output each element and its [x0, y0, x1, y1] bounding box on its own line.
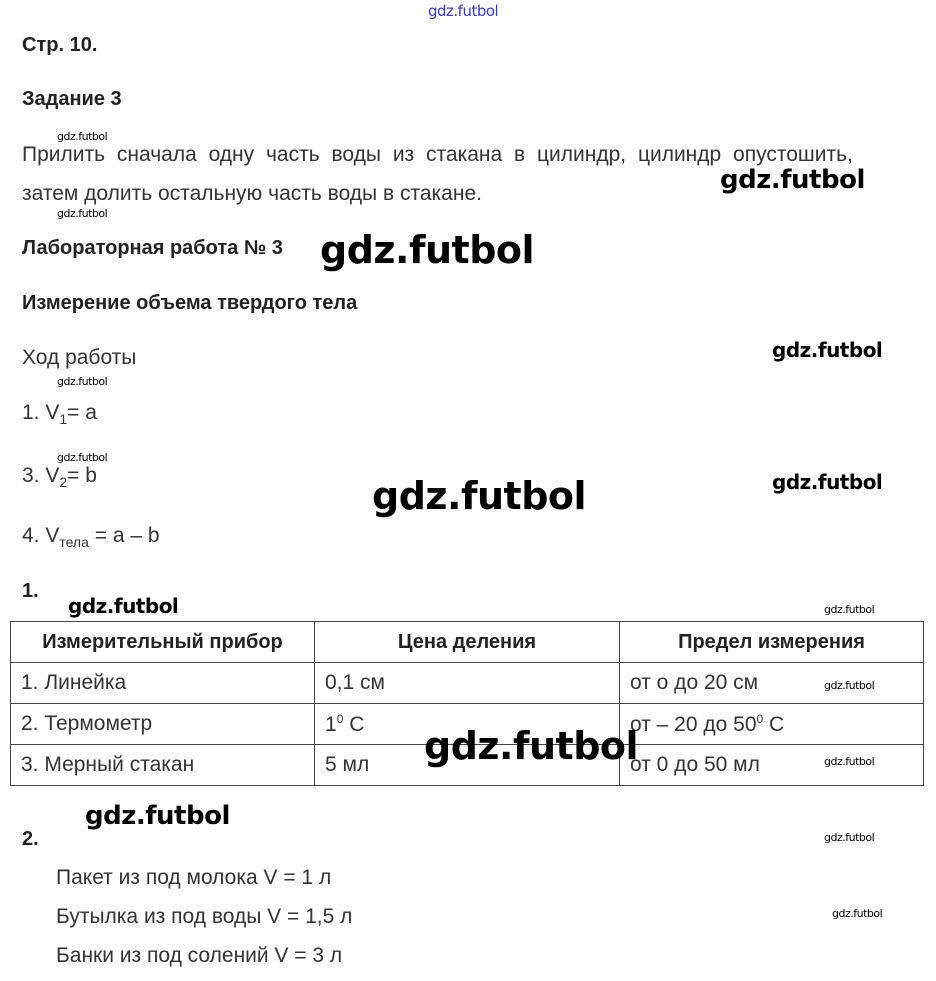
watermark: gdz.futbol [824, 755, 875, 768]
page-reference: Стр. 10. [22, 34, 98, 56]
table-row: 1. Линейка 0,1 см от о до 20 см [10, 662, 924, 704]
lab-subtitle: Измерение объема твердого тела [22, 292, 358, 314]
section-1-label: 1. [22, 580, 39, 602]
cell-division: 0,1 см [314, 662, 620, 704]
procedure-title: Ход работы [22, 346, 137, 369]
watermark-top: gdz.futbol [428, 2, 499, 20]
cell-limit: от о до 20 см [619, 662, 924, 704]
watermark: gdz.futbol [772, 470, 883, 494]
header-limit: Предел измерения [619, 621, 924, 663]
step-1: 1. V1= a [22, 401, 97, 428]
watermark: gdz.futbol [57, 375, 108, 388]
container-item: Пакет из под молока V = 1 л [56, 866, 332, 889]
watermark: gdz.futbol [68, 594, 179, 618]
header-device: Измерительный прибор [10, 621, 315, 663]
container-item: Банки из под солений V = 3 л [56, 944, 343, 967]
cell-device: 3. Мерный стакан [10, 744, 315, 786]
cell-limit: от 0 до 50 мл [619, 744, 924, 786]
watermark: gdz.futbol [320, 228, 535, 272]
watermark: gdz.futbol [824, 603, 875, 616]
cell-division: 5 мл [314, 744, 620, 786]
cell-device: 1. Линейка [10, 662, 315, 704]
task-text-line1: Прилить сначала одну часть воды из стака… [22, 143, 853, 166]
watermark: gdz.futbol [832, 907, 883, 920]
lab-title: Лабораторная работа № 3 [22, 237, 283, 259]
watermark: gdz.futbol [57, 207, 108, 220]
header-division: Цена деления [314, 621, 620, 663]
watermark: gdz.futbol [372, 474, 587, 518]
step-4: 4. Vтела = a – b [22, 524, 160, 551]
task-text-line2: затем долить остальную часть воды в стак… [22, 182, 482, 205]
watermark: gdz.futbol [824, 679, 875, 692]
watermark: gdz.futbol [57, 451, 108, 464]
watermark: gdz.futbol [772, 338, 883, 362]
cell-device: 2. Термометр [10, 703, 315, 745]
watermark: gdz.futbol [720, 165, 865, 195]
instruments-table: Измерительный прибор Цена деления Предел… [10, 621, 924, 786]
step-3: 3. V2= b [22, 464, 97, 491]
cell-limit: от – 20 до 500 C [619, 703, 924, 745]
container-item: Бутылка из под воды V = 1,5 л [56, 905, 353, 928]
watermark: gdz.futbol [85, 801, 230, 831]
cell-division: 10 C [314, 703, 620, 745]
watermark: gdz.futbol [57, 130, 108, 143]
section-2-label: 2. [22, 828, 39, 850]
task-title: Задание 3 [22, 88, 122, 110]
table-row: 3. Мерный стакан 5 мл от 0 до 50 мл [10, 744, 924, 786]
table-header-row: Измерительный прибор Цена деления Предел… [10, 621, 924, 663]
watermark: gdz.futbol [424, 724, 639, 768]
table-row: 2. Термометр 10 C от – 20 до 500 C [10, 703, 924, 745]
watermark: gdz.futbol [824, 831, 875, 844]
